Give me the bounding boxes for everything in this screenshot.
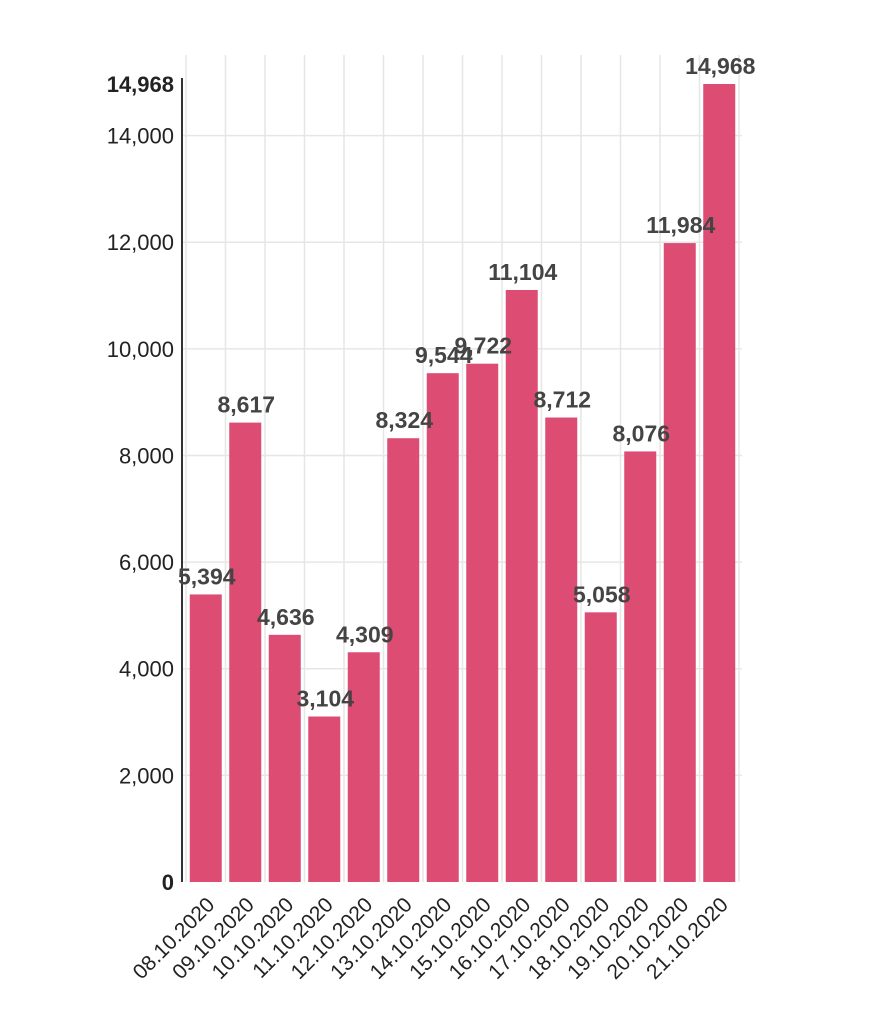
data-label: 9,722 <box>454 333 512 359</box>
bar <box>584 612 617 882</box>
x-tick-labels: 08.10.202009.10.202010.10.202011.10.2020… <box>129 893 733 984</box>
bar <box>387 438 420 882</box>
data-label: 8,324 <box>375 407 433 433</box>
bar <box>505 290 538 882</box>
data-label: 8,076 <box>612 420 670 446</box>
bar <box>189 594 222 882</box>
bar <box>545 417 578 882</box>
bar <box>426 373 459 882</box>
y-tick-labels: 0 2,000 4,000 6,000 8,000 10,000 12,000 14,000 1… <box>107 72 174 895</box>
bar <box>624 451 657 882</box>
y-tick-label: 14,968 <box>107 72 174 97</box>
data-label: 5,394 <box>178 563 236 589</box>
vertical-gridlines <box>185 55 740 882</box>
bar <box>466 363 499 883</box>
y-tick-label: 14,000 <box>107 124 174 149</box>
y-tick-label: 10,000 <box>107 337 174 362</box>
data-label: 14,968 <box>685 53 756 79</box>
data-label: 8,617 <box>217 392 275 418</box>
data-label: 4,309 <box>336 621 394 647</box>
y-tick-label: 12,000 <box>107 230 174 255</box>
data-label: 4,636 <box>257 604 315 630</box>
y-tick-label: 6,000 <box>119 550 174 575</box>
data-labels: 5,394 8,617 4,636 3,104 4,309 8,324 9,5449,722… <box>178 53 756 712</box>
y-tick-label: 4,000 <box>119 657 174 682</box>
data-label: 11,984 <box>646 212 715 238</box>
bars <box>189 84 736 883</box>
data-label: 11,104 <box>488 259 557 285</box>
data-label: 9,544 <box>415 342 473 368</box>
bar <box>703 84 736 882</box>
y-tick-label: 2,000 <box>119 763 174 788</box>
bar <box>268 634 301 882</box>
y-tick-label: 8,000 <box>119 443 174 468</box>
y-tick-label: 0 <box>162 870 174 895</box>
data-label: 8,712 <box>533 387 591 413</box>
data-label: 5,058 <box>573 581 631 607</box>
bar <box>229 422 262 882</box>
bar <box>663 243 696 882</box>
data-label: 3,104 <box>296 686 354 712</box>
bar <box>347 652 380 882</box>
bar <box>308 716 341 882</box>
